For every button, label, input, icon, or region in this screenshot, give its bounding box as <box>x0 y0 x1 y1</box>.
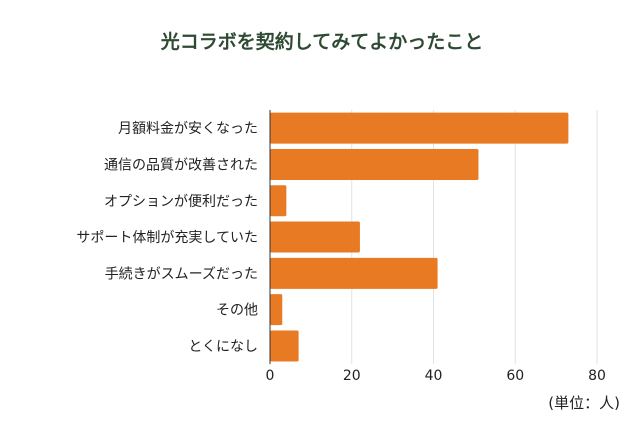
category-label: とくになし <box>188 339 258 355</box>
category-label: 月額料金が安くなった <box>118 121 258 137</box>
x-tick-label: 60 <box>506 368 524 384</box>
bar <box>270 257 438 289</box>
gridlines <box>351 110 598 365</box>
bar <box>270 112 569 144</box>
unit-label: (単位：人) <box>548 394 620 412</box>
x-tick-label: 40 <box>425 368 443 384</box>
category-labels: 月額料金が安くなった通信の品質が改善されたオプションが便利だったサポート体制が充… <box>76 121 258 355</box>
bar <box>270 221 360 253</box>
x-tick-label: 20 <box>343 368 361 384</box>
category-label: 手続きがスムーズだった <box>105 265 258 282</box>
category-label: 通信の品質が改善された <box>104 157 258 173</box>
bars <box>270 112 569 362</box>
category-label: オプションが便利だった <box>104 194 258 210</box>
category-label: サポート体制が充実していた <box>76 230 258 246</box>
bar <box>270 185 287 217</box>
chart-title: 光コラボを契約してみてよかったこと <box>160 30 483 53</box>
category-label: その他 <box>216 303 258 319</box>
bar <box>270 330 299 362</box>
x-tick-label: 0 <box>266 368 275 384</box>
x-tick-label: 80 <box>588 368 606 384</box>
x-axis-ticks: 0 20 40 60 80 <box>266 368 606 384</box>
bar <box>270 148 479 180</box>
bar <box>270 294 283 326</box>
